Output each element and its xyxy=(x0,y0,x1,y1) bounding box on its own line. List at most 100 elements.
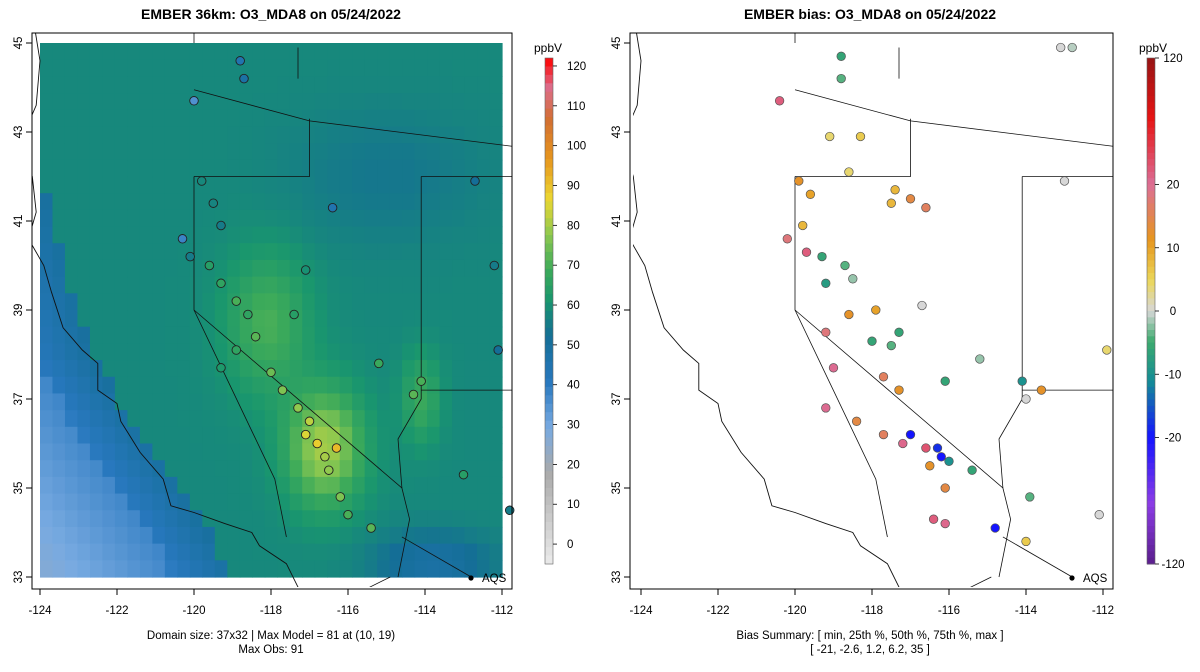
model-grid-cell xyxy=(264,510,278,528)
model-grid-cell xyxy=(52,209,66,228)
model-grid-cell xyxy=(439,109,453,128)
model-grid-cell xyxy=(89,410,104,428)
model-grid-cell xyxy=(189,560,203,578)
model-grid-cell xyxy=(377,393,391,411)
bias-marker xyxy=(821,327,831,337)
model-grid-cell xyxy=(452,109,466,128)
model-grid-cell xyxy=(52,59,66,77)
model-grid-cell xyxy=(252,159,266,178)
observation-marker xyxy=(300,265,311,275)
model-grid-cell xyxy=(64,59,79,77)
model-grid-cell xyxy=(239,560,253,578)
model-grid-cell xyxy=(352,226,366,244)
model-grid-cell xyxy=(352,410,366,428)
model-grid-cell xyxy=(477,393,491,411)
model-grid-cell xyxy=(364,109,378,128)
model-grid-cell xyxy=(177,276,191,294)
model-grid-cell xyxy=(352,159,366,178)
colorbar-swatch xyxy=(545,192,553,202)
model-grid-cell xyxy=(52,310,66,328)
model-grid-cell xyxy=(64,76,79,94)
model-grid-cell xyxy=(314,510,328,528)
model-grid-cell xyxy=(227,93,241,111)
bias-marker xyxy=(936,452,946,462)
model-grid-cell xyxy=(264,109,278,128)
colorbar-swatch xyxy=(1147,393,1155,401)
model-grid-cell xyxy=(377,226,391,244)
model-grid-cell xyxy=(177,43,191,61)
model-grid-cell xyxy=(214,59,228,77)
model-grid-cell xyxy=(52,276,66,294)
model-grid-cell xyxy=(439,76,453,94)
model-grid-cell xyxy=(40,126,54,144)
model-grid-cell xyxy=(327,143,341,161)
model-grid-cell xyxy=(64,93,79,111)
model-grid-cell xyxy=(439,360,453,378)
bias-marker xyxy=(967,465,977,475)
model-grid-cell xyxy=(477,43,491,61)
model-grid-cell xyxy=(364,376,378,395)
model-grid-cell xyxy=(377,460,391,478)
model-grid-cell xyxy=(439,143,453,161)
model-grid-cell xyxy=(252,393,266,411)
model-grid-cell xyxy=(289,543,303,561)
model-grid-cell xyxy=(252,493,266,511)
observation-marker xyxy=(216,220,226,231)
model-grid-cell xyxy=(489,209,503,228)
model-grid-cell xyxy=(114,176,129,194)
model-grid-cell xyxy=(302,360,316,378)
bias-marker xyxy=(805,189,816,199)
model-grid-cell xyxy=(489,159,503,178)
model-grid-cell xyxy=(427,143,441,161)
model-grid-cell xyxy=(339,343,353,361)
model-grid-cell xyxy=(377,209,391,228)
model-grid-cell xyxy=(339,109,353,128)
bias-marker xyxy=(821,403,831,413)
observation-marker xyxy=(312,438,322,449)
model-grid-cell xyxy=(264,393,278,411)
model-grid-cell xyxy=(489,193,503,211)
model-grid-cell xyxy=(464,109,478,128)
model-grid-cell xyxy=(352,376,366,395)
colorbar-swatch xyxy=(1147,532,1155,540)
model-grid-cell xyxy=(102,343,116,361)
model-grid-cell xyxy=(489,293,503,311)
model-grid-cell xyxy=(40,93,54,111)
model-grid-cell xyxy=(40,476,54,495)
colorbar-swatch xyxy=(545,142,553,152)
model-grid-cell xyxy=(339,176,353,194)
model-grid-cell xyxy=(139,410,153,428)
colorbar-swatch xyxy=(1147,545,1155,552)
model-grid-cell xyxy=(264,176,278,194)
model-grid-cell xyxy=(314,560,328,578)
left-colorbar: 0 10 20 30 40 50 60 70 80 90 100 110 120 xyxy=(544,57,586,565)
observation-marker xyxy=(470,176,480,186)
model-grid-cell xyxy=(339,259,353,278)
model-grid-cell xyxy=(189,109,203,128)
model-grid-cell xyxy=(277,543,291,561)
model-grid-cell xyxy=(452,543,466,561)
bias-marker xyxy=(817,251,827,262)
model-grid-cell xyxy=(102,526,116,545)
model-grid-cell xyxy=(152,360,166,378)
model-grid-cell xyxy=(389,209,403,228)
colorbar-swatch xyxy=(1147,178,1155,185)
model-grid-cell xyxy=(102,310,116,328)
model-grid-cell xyxy=(152,243,166,261)
model-grid-cell xyxy=(189,76,203,94)
model-grid-cell xyxy=(164,326,178,344)
model-grid-cell xyxy=(339,543,353,561)
model-grid-cell xyxy=(252,109,266,128)
model-grid-cell xyxy=(439,259,453,278)
model-grid-cell xyxy=(389,159,403,178)
colorbar-swatch xyxy=(1147,222,1155,230)
model-grid-cell xyxy=(439,410,453,428)
model-grid-cell xyxy=(152,410,166,428)
model-grid-cell xyxy=(477,209,491,228)
model-grid-cell xyxy=(289,460,303,478)
model-grid-cell xyxy=(464,410,478,428)
model-grid-cell xyxy=(139,343,153,361)
model-grid-cell xyxy=(277,393,291,411)
colorbar-swatch xyxy=(545,176,553,185)
model-grid-cell xyxy=(339,310,353,328)
